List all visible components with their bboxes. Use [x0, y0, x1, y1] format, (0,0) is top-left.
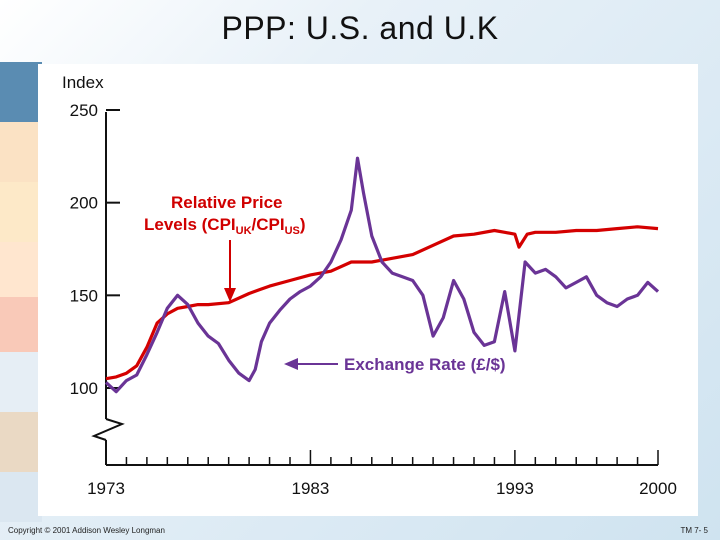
chart-panel: Index 100 150 200 250 1973 1983 1993 2000 Rela… [38, 64, 698, 516]
copyright-text: Copyright © 2001 Addison Wesley Longman [8, 526, 165, 535]
y-axis-label: Index [62, 73, 104, 92]
ppp-line-chart: Index 100 150 200 250 1973 1983 1993 2000 Rela… [62, 73, 677, 498]
y-axis-break [91, 418, 125, 441]
exchange-rate-line [104, 156, 660, 394]
exchange-annotation: Exchange Rate (£/$) [344, 355, 506, 374]
y-tick-label: 100 [70, 379, 98, 398]
x-tick-label: 1983 [292, 479, 330, 498]
page-reference: TM 7- 5 [680, 526, 708, 535]
x-tick-label: 2000 [639, 479, 677, 498]
price-annotation-line1: Relative Price [171, 193, 283, 212]
y-tick-label: 250 [70, 101, 98, 120]
y-tick-label: 200 [70, 194, 98, 213]
price-annotation-arrow-head [224, 288, 236, 302]
decorative-side-band [0, 62, 42, 522]
x-tick-label: 1973 [87, 479, 125, 498]
exchange-annotation-arrow-head [284, 358, 298, 370]
x-tick-label: 1993 [496, 479, 534, 498]
slide-title: PPP: U.S. and U.K [221, 10, 499, 46]
price-annotation-line2: Levels (CPIUK/CPIUS) [144, 215, 306, 237]
relative-price-levels-line [105, 225, 659, 381]
y-tick-label: 150 [70, 286, 98, 305]
